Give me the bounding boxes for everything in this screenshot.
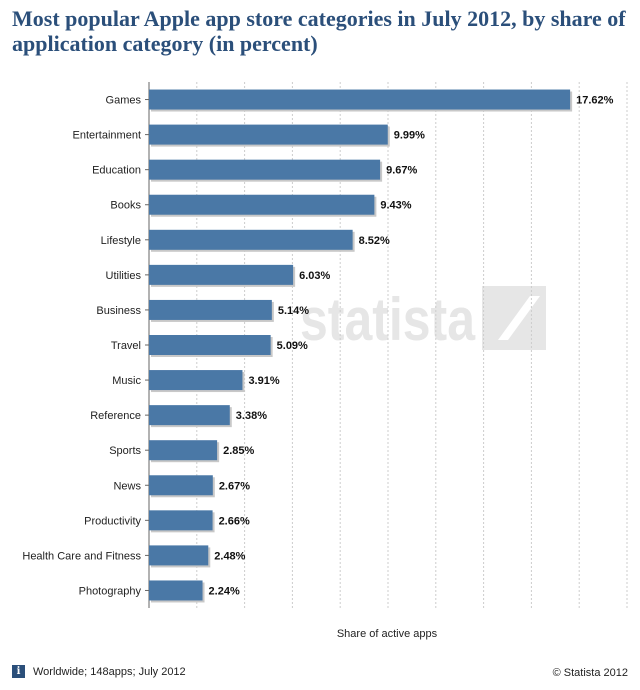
category-label: Sports — [109, 445, 141, 457]
bar-chart: statista Games 17.62%Entertainment 9.99%Ed… — [22, 82, 628, 640]
x-axis-title: Share of active apps — [337, 628, 438, 640]
bar-lifestyle[interactable] — [149, 229, 353, 250]
bar-books[interactable] — [149, 194, 375, 215]
category-label: Entertainment — [73, 130, 141, 142]
value-label: 6.03% — [299, 270, 330, 282]
bars-group — [149, 89, 573, 603]
category-label: News — [113, 480, 141, 492]
bar-photography[interactable] — [149, 580, 203, 601]
source-text: Worldwide; 148apps; July 2012 — [33, 665, 186, 678]
category-label: Travel — [111, 340, 141, 352]
source-note: i Worldwide; 148apps; July 2012 — [12, 665, 186, 678]
category-label: Games — [106, 95, 142, 107]
category-label: Photography — [79, 585, 142, 597]
copyright: © Statista 2012 — [552, 667, 628, 679]
category-label: Business — [96, 305, 141, 317]
value-label: 9.67% — [386, 165, 417, 177]
bar-travel[interactable] — [149, 335, 271, 355]
category-label: Lifestyle — [101, 235, 141, 247]
value-label: 2.66% — [219, 515, 250, 527]
bar-productivity[interactable] — [149, 510, 213, 531]
category-label: Reference — [90, 410, 141, 422]
bar-sports[interactable] — [149, 440, 218, 461]
bar-games[interactable] — [149, 89, 571, 110]
value-label: 5.09% — [277, 340, 308, 352]
category-label: Music — [112, 375, 141, 387]
bar-reference[interactable] — [149, 405, 230, 426]
value-label: 2.48% — [214, 550, 245, 562]
bar-music[interactable] — [149, 370, 243, 391]
value-label: 9.43% — [380, 200, 411, 212]
category-label: Books — [110, 200, 141, 212]
info-icon[interactable]: i — [12, 665, 25, 678]
bar-utilities[interactable] — [149, 264, 294, 285]
category-label: Utilities — [106, 270, 142, 282]
bar-news[interactable] — [149, 475, 213, 496]
value-label: 5.14% — [278, 305, 309, 317]
chart-title: Most popular Apple app store categories … — [12, 6, 626, 56]
value-label: 2.85% — [223, 445, 254, 457]
value-label: 8.52% — [359, 235, 390, 247]
bar-entertainment[interactable] — [149, 124, 388, 145]
value-label: 3.91% — [248, 375, 279, 387]
value-label: 9.99% — [394, 130, 425, 142]
bar-education[interactable] — [149, 159, 381, 180]
value-label: 2.24% — [209, 585, 240, 597]
bar-business[interactable] — [149, 299, 272, 320]
bar-health-care-and-fitness[interactable] — [149, 545, 209, 566]
watermark-logo-icon — [482, 286, 546, 350]
value-label: 3.38% — [236, 410, 267, 422]
value-label: 2.67% — [219, 480, 250, 492]
labels-group: Games 17.62% Entertainment 9.99% Education 9.… — [22, 95, 613, 598]
category-label: Education — [92, 165, 141, 177]
value-label: 17.62% — [576, 95, 614, 107]
category-label: Health Care and Fitness — [22, 550, 141, 562]
category-label: Productivity — [84, 515, 141, 527]
